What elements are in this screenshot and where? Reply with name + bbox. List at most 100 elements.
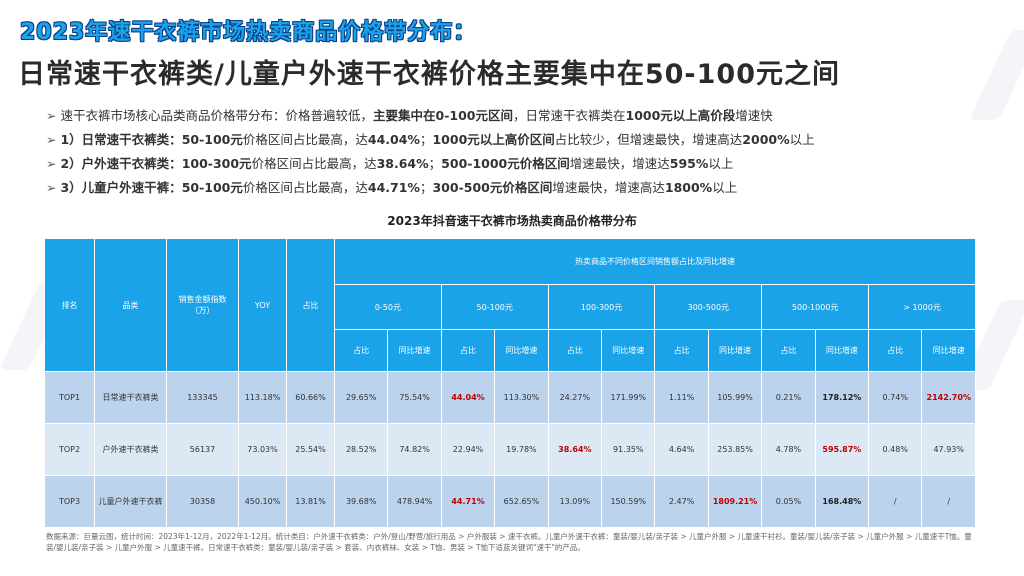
bullet-text: 300-500元价格区间 <box>432 180 553 195</box>
cell-band-share: 1.11% <box>654 371 709 424</box>
cell-band-share: 44.71% <box>440 475 496 528</box>
cell-yoy: 450.10% <box>238 475 287 528</box>
header-sub-growth: 同比增速 <box>707 329 763 372</box>
cell-category: 儿童户外速干衣裤 <box>94 475 167 528</box>
header-sub-growth: 同比增速 <box>601 329 656 372</box>
cell-share: 13.81% <box>286 475 335 528</box>
cell-band-share: 38.64% <box>547 423 603 476</box>
cell-band-share: 0.48% <box>868 423 923 476</box>
bullet-item: ➢ 1）日常速干衣裤类：50-100元价格区间占比最高，达44.04%；1000元… <box>46 128 1006 152</box>
cell-share: 60.66% <box>286 371 335 424</box>
table-row: TOP3 儿童户外速干衣裤 30358 450.10% 13.81% 39.68… <box>44 475 976 528</box>
cell-band-share: 4.64% <box>654 423 709 476</box>
bullet-list: ➢ 速干衣裤市场核心品类商品价格带分布：价格普遍较低，主要集中在0-100元区间，… <box>46 104 1006 200</box>
cell-rank: TOP2 <box>44 423 95 476</box>
bullet-text: ； <box>419 132 433 147</box>
cell-band-growth: 2142.70% <box>921 371 976 424</box>
header-sub-share: 占比 <box>547 329 603 372</box>
cell-category: 日常速干衣裤类 <box>94 371 167 424</box>
cell-band-growth: 105.99% <box>707 371 763 424</box>
header-price-band: 100-300元 <box>547 284 656 330</box>
cell-band-share: 39.68% <box>333 475 389 528</box>
cell-band-growth: 595.87% <box>814 423 870 476</box>
bullet-text: 100-300元 <box>181 156 252 171</box>
cell-rank: TOP3 <box>44 475 95 528</box>
header-price-band: > 1000元 <box>868 284 976 330</box>
cell-band-share: 0.21% <box>761 371 816 424</box>
bullet-text: ； <box>419 180 433 195</box>
cell-band-growth: 253.85% <box>707 423 763 476</box>
bullet-text: 2）户外速干衣裤类： <box>60 156 182 171</box>
cell-band-share: 0.05% <box>761 475 816 528</box>
bullet-text: 500-1000元价格区间 <box>441 156 570 171</box>
arrow-bullet-icon: ➢ <box>46 156 57 171</box>
header-sub-growth: 同比增速 <box>814 329 870 372</box>
header-sub-share: 占比 <box>868 329 923 372</box>
cell-band-share: 29.65% <box>333 371 389 424</box>
header-price-band: 0-50元 <box>334 284 442 330</box>
header-price-band: 300-500元 <box>654 284 763 330</box>
bullet-text: 38.64% <box>376 156 429 171</box>
bullet-item: ➢ 3）儿童户外速干裤：50-100元价格区间占比最高，达44.71%；300-5… <box>46 176 1006 200</box>
cell-band-share: 22.94% <box>440 423 496 476</box>
cell-category: 户外速干衣裤类 <box>94 423 167 476</box>
header-sub-share: 占比 <box>761 329 816 372</box>
cell-band-growth: 150.59% <box>601 475 656 528</box>
header-price-band: 50-100元 <box>440 284 549 330</box>
arrow-bullet-icon: ➢ <box>46 108 57 123</box>
cell-band-growth: 652.65% <box>494 475 549 528</box>
cell-band-share: 44.04% <box>440 371 496 424</box>
arrow-bullet-icon: ➢ <box>46 132 57 147</box>
cell-band-growth: 91.35% <box>601 423 656 476</box>
bullet-text: 2000% <box>742 132 790 147</box>
bullet-text: 速干衣裤市场核心品类商品价格带分布：价格普遍较低， <box>60 108 373 123</box>
bullet-text: 44.04% <box>367 132 420 147</box>
cell-band-growth: 171.99% <box>601 371 656 424</box>
bullet-text: 以上 <box>708 156 734 171</box>
cell-yoy: 113.18% <box>238 371 287 424</box>
cell-band-growth: 19.78% <box>494 423 549 476</box>
cell-band-share: 28.52% <box>333 423 389 476</box>
header-sub-growth: 同比增速 <box>494 329 549 372</box>
cell-band-share: 13.09% <box>547 475 603 528</box>
header-share: 占比 <box>286 238 335 372</box>
page-subtitle: 日常速干衣裤类/儿童户外速干衣裤价格主要集中在50-100元之间 <box>18 59 840 90</box>
bullet-text: 以上 <box>712 180 738 195</box>
cell-band-growth: 478.94% <box>387 475 442 528</box>
bullet-text: 1800% <box>664 180 713 195</box>
cell-band-share: / <box>868 475 923 528</box>
bullet-text: 价格区间占比最高，达 <box>242 180 368 195</box>
header-sub-share: 占比 <box>440 329 496 372</box>
cell-share: 25.54% <box>286 423 335 476</box>
bullet-item: ➢ 速干衣裤市场核心品类商品价格带分布：价格普遍较低，主要集中在0-100元区间，… <box>46 104 1006 128</box>
cell-band-growth: 178.12% <box>814 371 870 424</box>
arrow-bullet-icon: ➢ <box>46 180 57 195</box>
bullet-text: 增速最快，增速高达 <box>552 180 665 195</box>
header-sub-growth: 同比增速 <box>921 329 976 372</box>
cell-sales-index: 30358 <box>166 475 239 528</box>
header-category: 品类 <box>94 238 167 372</box>
bullet-text: 以上 <box>789 132 815 147</box>
cell-band-growth: 1809.21% <box>707 475 763 528</box>
cell-band-growth: 75.54% <box>387 371 442 424</box>
cell-band-share: 0.74% <box>868 371 923 424</box>
cell-sales-index: 133345 <box>166 371 239 424</box>
table-row: TOP2 户外速干衣裤类 56137 73.03% 25.54% 28.52% … <box>44 423 976 476</box>
cell-band-share: 4.78% <box>761 423 816 476</box>
cell-band-share: 2.47% <box>654 475 709 528</box>
table-title: 2023年抖音速干衣裤市场热卖商品价格带分布 <box>387 214 637 228</box>
bullet-text: 增速最快，增速达 <box>569 156 670 171</box>
cell-yoy: 73.03% <box>238 423 287 476</box>
cell-sales-index: 56137 <box>166 423 239 476</box>
bullet-item: ➢ 2）户外速干衣裤类：100-300元价格区间占比最高，达38.64%；500-… <box>46 152 1006 176</box>
bullet-text: 价格区间占比最高，达 <box>251 156 377 171</box>
bullet-text: 44.71% <box>367 180 420 195</box>
bullet-text: 1）日常速干衣裤类： <box>60 132 182 147</box>
cell-band-growth: 74.82% <box>387 423 442 476</box>
bullet-text: 价格区间占比最高，达 <box>242 132 368 147</box>
page-title: 2023年速干衣裤市场热卖商品价格带分布： <box>20 20 477 45</box>
bullet-text: 50-100元 <box>181 132 243 147</box>
header-price-band-group: 热卖商品不同价格区间销售额占比及同比增速 <box>334 238 976 285</box>
header-yoy: YOY <box>238 238 287 372</box>
price-distribution-table: 排名 品类 销售金额指数（万） YOY 占比 热卖商品不同价格区间销售额占比及同… <box>44 238 976 528</box>
